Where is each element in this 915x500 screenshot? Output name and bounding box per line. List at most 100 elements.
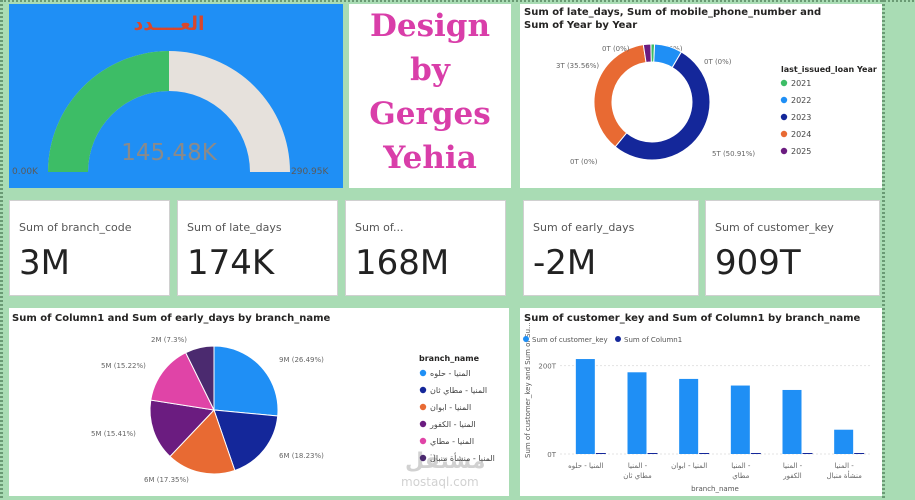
gauge-fill	[48, 51, 169, 172]
card-branch-code[interactable]: Sum of branch_code 3M	[9, 200, 170, 296]
watermark-url: mostaql.com	[401, 475, 479, 489]
pie-data-label: 6M (17.35%)	[144, 476, 189, 484]
bar-legend-item: Sum of Column1	[624, 336, 682, 344]
pie-data-label: 5M (15.22%)	[101, 362, 146, 370]
donut-legend-item: 2023	[791, 113, 811, 122]
pie-legend-marker	[419, 386, 427, 394]
pie-slice-5	[150, 351, 215, 411]
bar-xtick-label: المنيا - حلوه	[568, 462, 603, 470]
bar-ytick-label: 0T	[547, 451, 556, 459]
gauge-min-label: 0.00K	[12, 167, 39, 177]
pie-legend-marker	[419, 369, 427, 377]
donut-data-label: 3T (35.56%)	[556, 62, 599, 70]
bar-customer-key	[834, 429, 854, 454]
donut-chart-title: Sum of late_days, Sum of mobile_phone_nu…	[524, 7, 822, 31]
top-border	[0, 0, 915, 2]
donut-data-label: 0T (0%)	[602, 45, 630, 53]
pie-legend-marker	[419, 403, 427, 411]
gauge-visual[interactable]: العــــدد 145.48K 0.00K 290.95K	[9, 4, 343, 188]
bar-customer-key	[730, 385, 750, 454]
pie-data-label: 2M (7.3%)	[151, 336, 187, 344]
donut-legend-item: 2021	[791, 79, 811, 88]
pie-slice-1	[213, 345, 279, 417]
pie-slice-6	[184, 345, 215, 411]
pie-data-label: 9M (26.49%)	[279, 356, 324, 364]
pie-legend-item: المنيا - ابوان	[430, 403, 471, 412]
pie-legend-item: المنيا - مطاي	[430, 437, 474, 446]
donut-legend-marker	[780, 147, 788, 155]
bar-column1	[802, 453, 813, 454]
donut-chart-visual[interactable]: Sum of late_days, Sum of mobile_phone_nu…	[520, 4, 882, 188]
card-value: 174K	[187, 243, 275, 283]
donut-slice-2025	[642, 43, 652, 64]
card-title: Sum of early_days	[533, 221, 635, 234]
card-title: Sum of...	[355, 221, 404, 234]
bar-xtick-label: مطاي	[732, 472, 749, 480]
design-credit: Design by Gerges Yehia	[349, 4, 511, 180]
bar-xlabel: branch_name	[691, 485, 739, 493]
watermark: مستقل mostaql.com	[401, 449, 485, 489]
pie-legend-item: المنيا - حلوه	[430, 369, 470, 378]
bar-xtick-label: المنيا -	[628, 462, 648, 470]
bar-ylabel: Sum of customer_key and Sum of Su...	[524, 322, 532, 458]
bar-legend-item: Sum of customer_key	[532, 336, 608, 344]
card-value: 168M	[355, 243, 450, 283]
donut-slice-2024	[593, 44, 647, 148]
bar-chart-visual[interactable]: Sum of customer_key and Sum of Column1 b…	[520, 308, 882, 496]
bar-column1	[699, 453, 710, 454]
left-border	[0, 0, 3, 500]
bar-chart-svg: Sum of customer_key and Sum of Su... bra…	[523, 322, 870, 493]
donut-legend-item: 2025	[791, 147, 811, 156]
card-late-days[interactable]: Sum of late_days 174K	[177, 200, 338, 296]
pie-data-label: 5M (15.41%)	[91, 430, 136, 438]
bar-column1	[595, 453, 606, 454]
bar-customer-key	[782, 389, 802, 454]
design-credit-panel: Design by Gerges Yehia	[349, 4, 511, 188]
donut-legend-item: 2024	[791, 130, 811, 139]
pie-legend-item: المنيا - منشأة منبال	[430, 452, 495, 463]
donut-legend-item: 2022	[791, 96, 811, 105]
donut-slice-2023	[614, 51, 711, 161]
watermark-arabic: مستقل	[405, 449, 485, 474]
bar-customer-key	[575, 359, 595, 454]
pie-slice-4	[149, 399, 216, 458]
pie-legend-marker	[419, 454, 427, 462]
pie-slice-3	[169, 409, 236, 475]
pie-legend-marker	[419, 437, 427, 445]
card-title: Sum of late_days	[187, 221, 282, 234]
pie-legend-item: المنيا - مطاي ثان	[430, 386, 487, 395]
design-line-2: by	[410, 52, 450, 88]
card-title: Sum of customer_key	[715, 221, 834, 234]
card-sum-truncated[interactable]: Sum of... 168M	[345, 200, 506, 296]
design-line-4: Yehia	[383, 140, 477, 176]
design-line-1: Design	[369, 8, 491, 44]
bar-customer-key	[627, 372, 647, 454]
pie-chart-visual[interactable]: Sum of Column1 and Sum of early_days by …	[9, 308, 509, 496]
pie-chart-svg: branch_name مستقل mostaql.com 9M (26.49%…	[91, 336, 495, 489]
card-customer-key[interactable]: Sum of customer_key 909T	[705, 200, 880, 296]
card-value: -2M	[533, 243, 597, 283]
design-line-3: Gerges	[369, 96, 491, 132]
gauge-svg: العــــدد 145.48K 0.00K 290.95K	[12, 13, 329, 177]
bar-column1	[854, 453, 865, 454]
pie-legend-marker	[419, 420, 427, 428]
donut-data-label: 0T (0%)	[704, 58, 732, 66]
donut-legend-title: last_issued_loan Year	[781, 65, 877, 74]
pie-data-label: 6M (18.23%)	[279, 452, 324, 460]
donut-chart-svg: last_issued_loan Year 0T (0%) 0T (0%) 5T (…	[556, 43, 877, 166]
pie-legend-title: branch_name	[419, 354, 480, 363]
bar-xtick-label: المنيا -	[783, 462, 803, 470]
card-early-days[interactable]: Sum of early_days -2M	[523, 200, 699, 296]
gauge-max-label: 290.95K	[291, 167, 329, 177]
bar-legend-marker	[615, 336, 621, 342]
card-title: Sum of branch_code	[19, 221, 132, 234]
bar-customer-key	[679, 378, 699, 454]
donut-legend-marker	[780, 96, 788, 104]
donut-legend-marker	[780, 113, 788, 121]
bar-xtick-label: المنيا - ابوان	[671, 462, 707, 470]
donut-legend-marker	[780, 130, 788, 138]
bar-column1	[750, 453, 761, 454]
card-value: 909T	[715, 243, 801, 283]
bar-xtick-label: منشأة منبال	[827, 470, 863, 480]
right-border	[882, 0, 885, 500]
